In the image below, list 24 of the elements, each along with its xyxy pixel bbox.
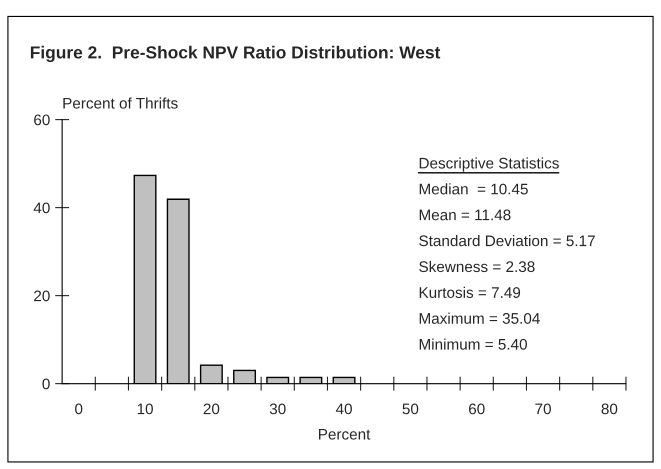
x-tick-label: 20 bbox=[204, 403, 220, 414]
x-tick-label: 0 bbox=[75, 403, 82, 414]
x-tick-label: 40 bbox=[336, 403, 352, 414]
y-tick-label: 60 bbox=[34, 114, 50, 126]
annotation: Mean = 11.48 bbox=[420, 210, 511, 220]
annotation: Median = 10.45 bbox=[420, 183, 528, 194]
x-tick-label: 80 bbox=[602, 403, 618, 414]
annotation: Descriptive Statistics bbox=[420, 157, 559, 172]
y-tick-label: 20 bbox=[34, 290, 50, 302]
chart-title: Figure 2. Pre-Shock NPV Ratio Distribution: West bbox=[30, 46, 440, 62]
x-axis-title: Percent bbox=[318, 429, 370, 440]
x-tick-label: 30 bbox=[270, 403, 286, 414]
y-axis-title: Percent of Thrifts bbox=[63, 97, 178, 109]
annotation: Minimum = 5.40 bbox=[420, 338, 527, 350]
annotation: Kurtosis = 7.49 bbox=[420, 286, 520, 298]
y-tick-label: 40 bbox=[34, 202, 50, 214]
x-tick-label: 60 bbox=[468, 403, 485, 414]
annotation: Skewness = 2.38 bbox=[419, 260, 535, 272]
annotation: Standard Deviation = 5.17 bbox=[419, 234, 595, 246]
x-tick-label: 10 bbox=[138, 403, 153, 414]
y-tick-label: 0 bbox=[42, 378, 50, 390]
x-tick-label: 50 bbox=[402, 403, 418, 414]
x-tick-label: 70 bbox=[535, 403, 551, 414]
annotation: Maximum = 35.04 bbox=[420, 312, 540, 324]
